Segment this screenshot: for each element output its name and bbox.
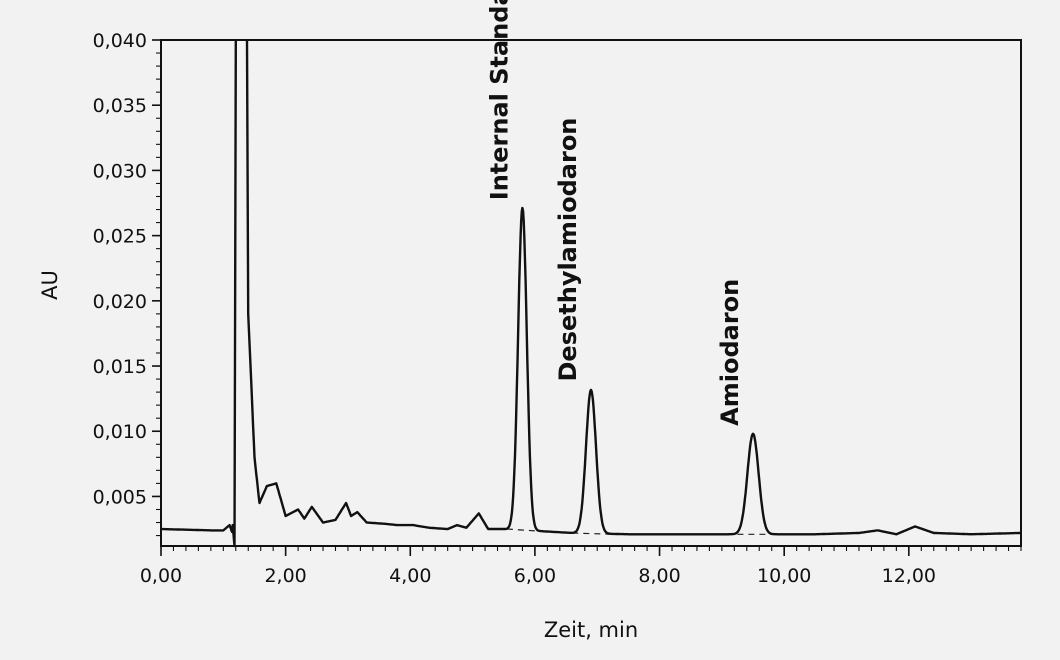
y-tick-label: 0,005 xyxy=(93,486,147,508)
x-tick-label: 6,00 xyxy=(514,565,556,587)
peak-label: Desethylamiodaron xyxy=(554,118,582,382)
x-axis-ticks: 0,00 2,00 4,00 6,00 8,00 10,00 12,00 xyxy=(140,546,936,587)
x-tick-label: 12,00 xyxy=(882,565,936,587)
x-tick-label: 8,00 xyxy=(638,565,680,587)
x-tick-label: 10,00 xyxy=(757,565,811,587)
y-tick-label: 0,040 xyxy=(93,30,147,52)
y-tick-label: 0,030 xyxy=(93,160,147,182)
x-tick-label: 0,00 xyxy=(140,565,182,587)
plot-frame xyxy=(160,39,1022,547)
y-tick-label: 0,035 xyxy=(93,95,147,117)
x-tick-label: 4,00 xyxy=(389,565,431,587)
y-axis-ticks: 0,005 0,010 0,015 0,020 0,025 0,030 0,035 0,040 xyxy=(93,30,161,508)
x-axis-title: Zeit, min xyxy=(544,618,638,642)
y-tick-label: 0,015 xyxy=(93,356,147,378)
y-tick-label: 0,020 xyxy=(93,291,147,313)
y-axis-title: AU xyxy=(38,270,62,300)
y-tick-label: 0,025 xyxy=(93,226,147,248)
chromatogram-trace xyxy=(160,39,1022,548)
x-tick-label: 2,00 xyxy=(264,565,306,587)
y-tick-label: 0,010 xyxy=(93,421,147,443)
peak-label: Amiodaron xyxy=(716,279,744,426)
peak-labels: Internal Standard Desethylamiodaron Amioda… xyxy=(485,0,744,426)
peak-label: Internal Standard xyxy=(485,0,513,200)
